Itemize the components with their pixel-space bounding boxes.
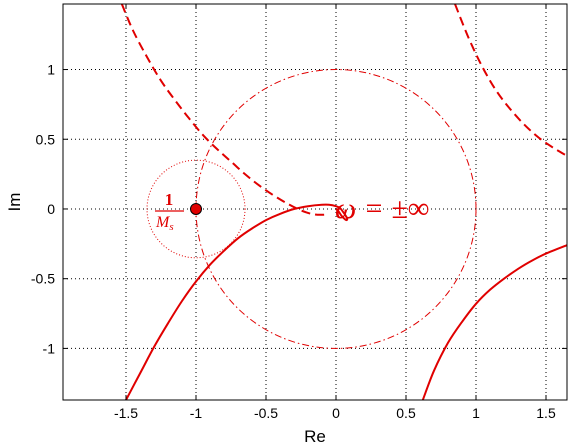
- y-tick-label: 1: [47, 62, 55, 78]
- plot-frame: [62, 3, 568, 401]
- ms-circle: [146, 159, 246, 259]
- annotation-denominator-m: M: [155, 214, 171, 231]
- x-tick-label: 1.5: [536, 405, 556, 421]
- annotation-denominator: Ms: [155, 214, 174, 233]
- solid-curve-0: [125, 203, 349, 400]
- markers: [190, 202, 202, 215]
- curves: [120, 4, 567, 400]
- x-tick-label: -1: [190, 405, 203, 421]
- x-tick-label: 0.5: [396, 405, 416, 421]
- y-tick-label: 0: [47, 201, 55, 217]
- annotation-inverse-ms: 1 Ms: [155, 190, 184, 233]
- y-tick-label: -1: [43, 340, 56, 356]
- y-tick-label: -0.5: [31, 271, 55, 287]
- annotation-numerator: 1: [165, 190, 174, 209]
- ticks: -1.5 -1 -0.5 0 0.5 1 1.5 -1 -0.5 0 0.5 1: [31, 4, 567, 421]
- x-tick-label: 0: [332, 405, 340, 421]
- x-tick-label: -0.5: [254, 405, 278, 421]
- x-tick-label: 1: [472, 405, 480, 421]
- x-axis-label: Re: [304, 427, 326, 446]
- x-tick-label: -1.5: [114, 405, 138, 421]
- dashed-curve-3: [454, 4, 567, 157]
- annotation-omega-infinity: ω = ±∞: [335, 192, 429, 225]
- plot-background: [63, 4, 567, 400]
- y-axis-label: Im: [5, 193, 24, 212]
- y-tick-label: 0.5: [36, 131, 56, 147]
- dashed-curve-2: [120, 4, 330, 216]
- annotation-denominator-sub: s: [169, 221, 173, 233]
- solid-curve-1: [421, 244, 567, 400]
- critical-point-marker: [190, 202, 202, 215]
